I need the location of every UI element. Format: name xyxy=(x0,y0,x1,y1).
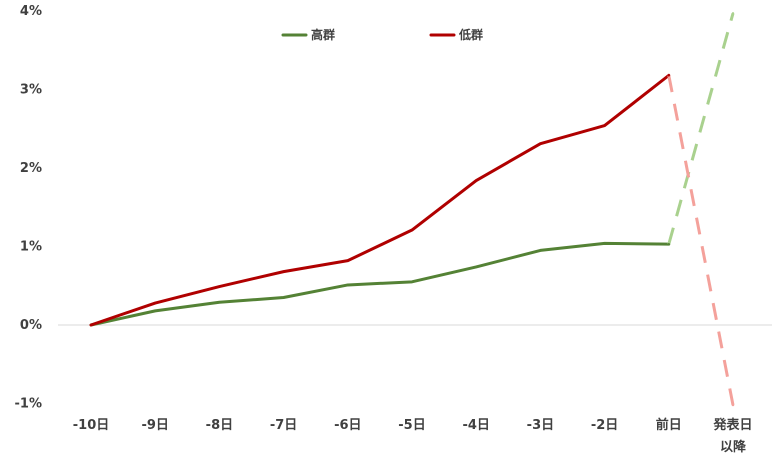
x-tick-label: 前日 xyxy=(656,417,682,433)
data-point-low-group xyxy=(154,301,157,305)
data-point-low-group xyxy=(89,323,93,327)
series-line-high-group xyxy=(89,241,671,327)
series-line-low-group xyxy=(89,73,671,327)
data-point-high-group xyxy=(475,265,478,269)
y-tick-label: 1% xyxy=(20,240,42,255)
data-point-low-group xyxy=(282,270,285,273)
data-point-low-group xyxy=(410,228,414,232)
y-tick-label: -1% xyxy=(15,397,42,412)
x-tick-label: -2日 xyxy=(591,418,618,433)
x-tick-label: 発表日以降 xyxy=(712,417,752,455)
data-point-high-group xyxy=(667,242,670,246)
x-tick-label: -8日 xyxy=(206,418,233,433)
data-point-low-group xyxy=(667,74,670,77)
x-tick-label: -9日 xyxy=(141,418,168,433)
series-lines xyxy=(89,12,735,407)
x-tick-label: -6日 xyxy=(334,418,361,433)
data-point-high-group xyxy=(731,12,735,15)
x-tick-label: -7日 xyxy=(270,418,297,433)
y-tick-label: 2% xyxy=(20,161,42,176)
data-point-low-group xyxy=(539,142,542,145)
data-point-low-group xyxy=(731,403,735,407)
x-tick-label: -10日 xyxy=(73,418,110,433)
series-forecast-high-group xyxy=(667,12,735,245)
legend-label-high-group: 高群 xyxy=(311,27,335,42)
data-point-high-group xyxy=(218,301,221,304)
x-tick-label: -3日 xyxy=(527,418,554,433)
x-tick-label-line: 発表日 xyxy=(712,417,752,433)
data-point-high-group xyxy=(410,280,414,284)
data-point-high-group xyxy=(603,242,606,245)
x-tick-label-line: 以降 xyxy=(720,439,747,455)
x-tick-label: -4日 xyxy=(462,418,489,433)
legend: 高群 低群 xyxy=(281,27,483,42)
data-point-low-group xyxy=(346,259,349,262)
tick-labels: 4% 3% 2% 1% 0% -1% -10日 -9日 -8日 -7日 -6日 -5日 -4日 -3日 -2… xyxy=(15,4,753,455)
data-point-low-group xyxy=(475,179,478,182)
y-tick-label: 0% xyxy=(20,318,42,333)
y-tick-label: 3% xyxy=(20,83,42,98)
data-point-high-group xyxy=(282,296,285,299)
data-point-high-group xyxy=(346,283,349,287)
legend-label-low-group: 低群 xyxy=(458,27,483,42)
data-point-high-group xyxy=(154,309,157,313)
data-point-high-group xyxy=(539,249,542,252)
x-tick-label: -5日 xyxy=(398,418,425,433)
y-tick-label: 4% xyxy=(20,4,42,19)
data-point-low-group xyxy=(603,124,606,127)
data-point-low-group xyxy=(218,285,221,288)
